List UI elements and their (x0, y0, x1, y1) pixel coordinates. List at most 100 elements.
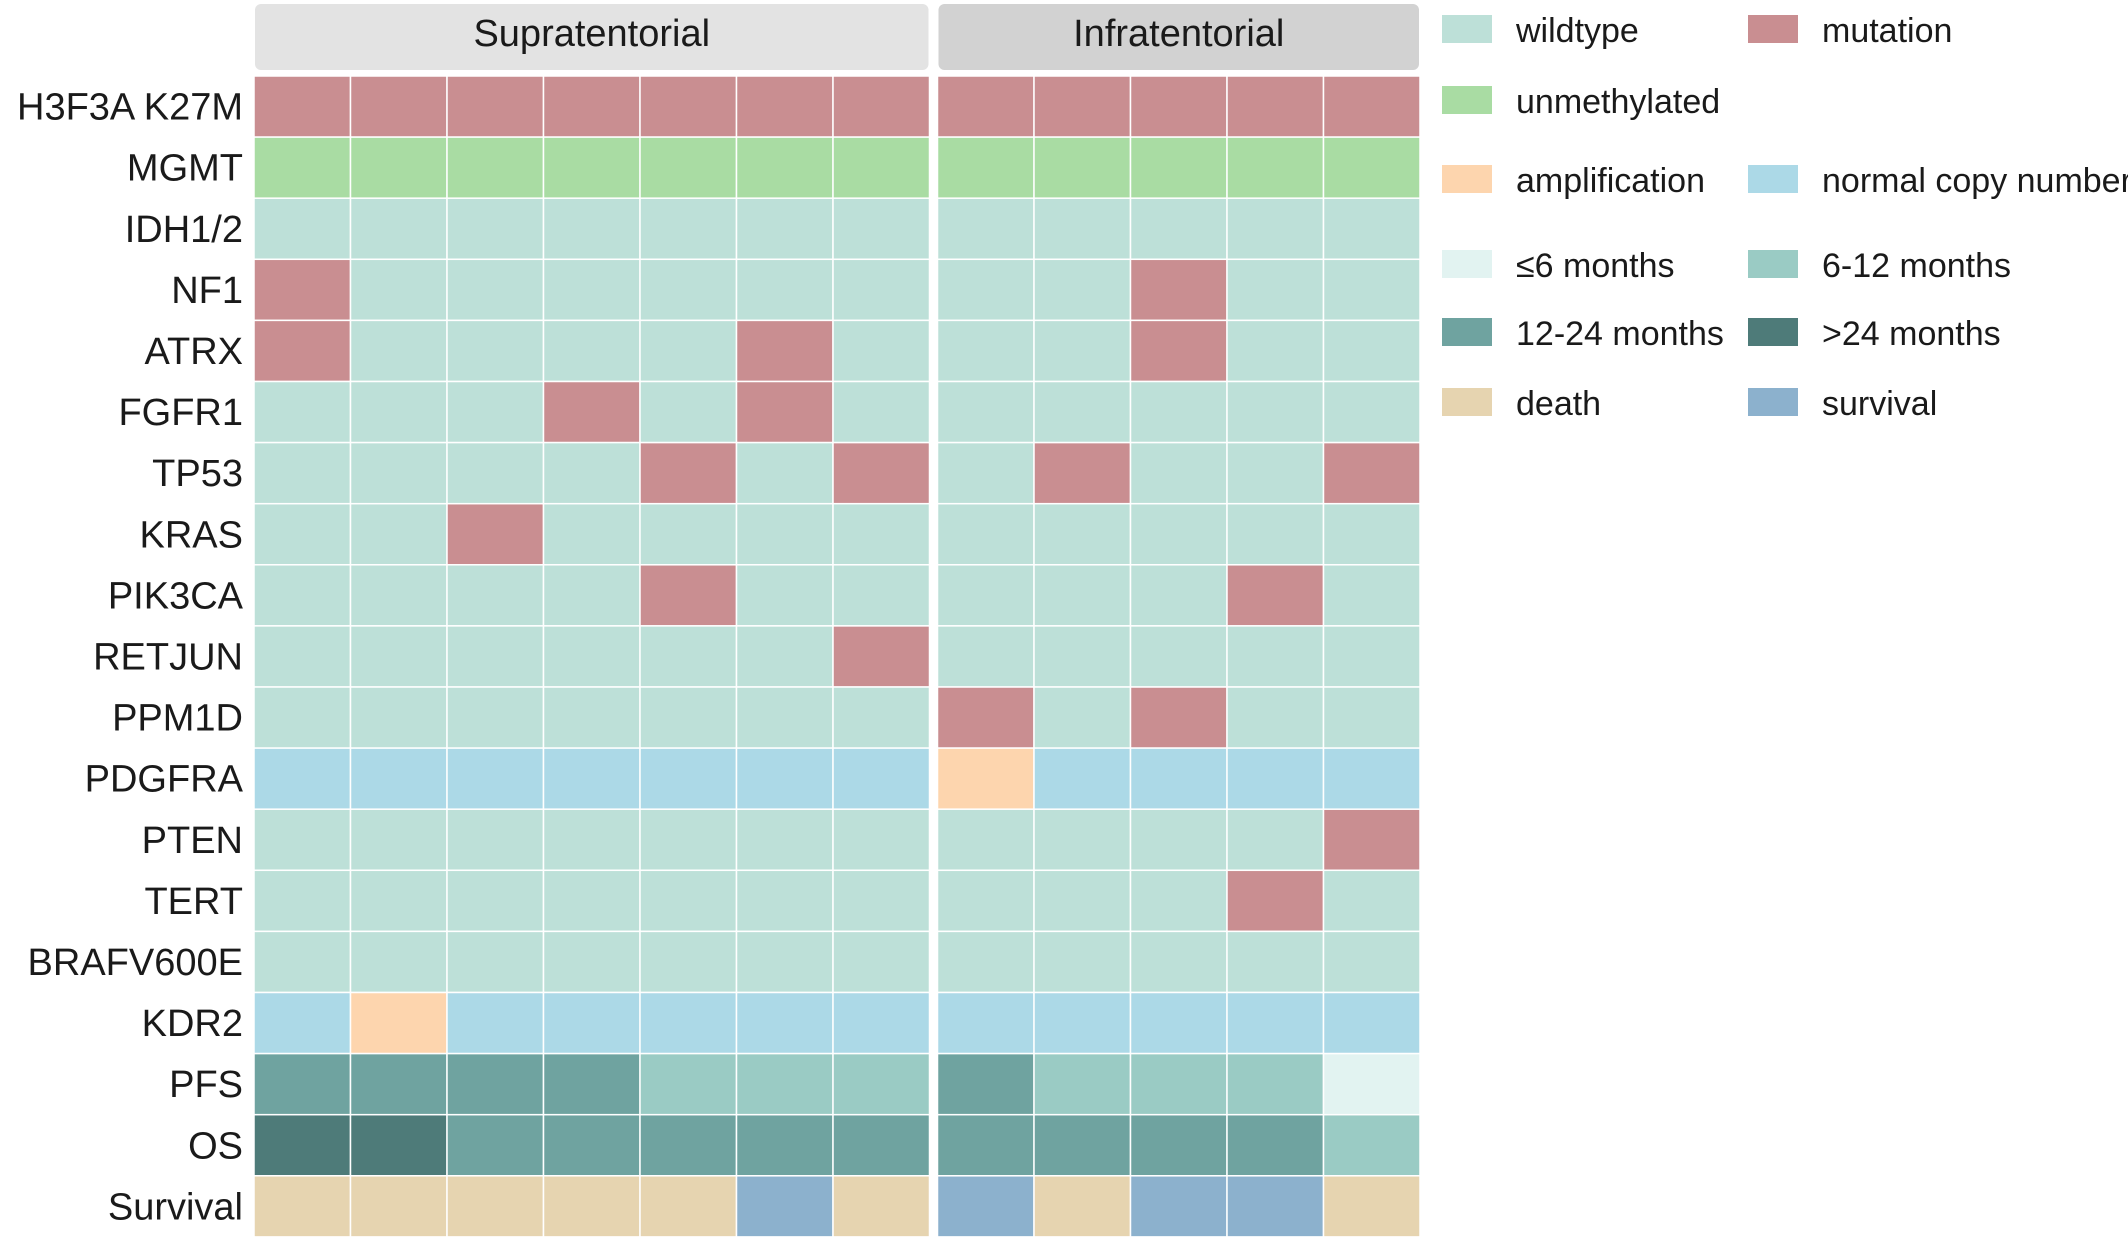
cell-os-7-12-24-months (832, 1113, 931, 1177)
row-label-tert: TERT (144, 881, 243, 923)
cell-idh1-2-12-wildtype (1322, 197, 1421, 261)
cell-kdr2-11-normal-copy-number (1226, 991, 1325, 1055)
legend-label-6-12-months: 6-12 months (1822, 247, 2011, 285)
cell-tp53-10-wildtype (1129, 441, 1228, 505)
cell-atrx-6-mutation (735, 319, 834, 383)
cell-tp53-5-mutation (639, 441, 738, 505)
cell-os-12-6-12-months (1322, 1113, 1421, 1177)
cell-kdr2-2-amplification (349, 991, 448, 1055)
cell-brafv600e-4-wildtype (542, 930, 641, 994)
cell-atrx-2-wildtype (349, 319, 448, 383)
legend-label-amplification: amplification (1516, 162, 1705, 200)
cell-kdr2-9-normal-copy-number (1033, 991, 1132, 1055)
cell-pfs-8-12-24-months (936, 1052, 1035, 1116)
legend-label-12-24-months: 12-24 months (1516, 315, 1724, 353)
cell-pdgfra-3-normal-copy-number (446, 747, 545, 810)
cell-pfs-10-6-12-months (1129, 1052, 1228, 1116)
cell-mgmt-8-unmethylated (936, 136, 1035, 199)
cell-os-10-12-24-months (1129, 1113, 1228, 1177)
legend-label-gt24-months: >24 months (1822, 315, 2001, 353)
cell-ppm1d-12-wildtype (1322, 686, 1421, 749)
cell-fgfr1-4-mutation (542, 380, 641, 444)
cell-tp53-6-wildtype (735, 441, 834, 505)
legend-label-normal-copy-number: normal copy number (1822, 162, 2128, 200)
cell-kras-9-wildtype (1033, 502, 1132, 566)
cell-pdgfra-12-normal-copy-number (1322, 747, 1421, 810)
cell-pik3ca-6-wildtype (735, 564, 834, 627)
cell-survival-2-death (349, 1175, 448, 1238)
cell-atrx-5-wildtype (639, 319, 738, 383)
cell-pfs-4-12-24-months (542, 1052, 641, 1116)
cell-retjun-8-wildtype (936, 625, 1035, 688)
cell-survival-5-death (639, 1175, 738, 1238)
cell-pfs-12-le6-months (1322, 1052, 1421, 1116)
cell-tp53-1-wildtype (253, 441, 352, 505)
cell-pten-2-wildtype (349, 808, 448, 872)
cell-h3f3a-k27m-11-mutation (1226, 75, 1325, 138)
cell-mgmt-7-unmethylated (832, 136, 931, 199)
cell-kdr2-12-normal-copy-number (1322, 991, 1421, 1055)
row-label-kdr2: KDR2 (142, 1003, 243, 1045)
cell-kdr2-4-normal-copy-number (542, 991, 641, 1055)
cell-mgmt-3-unmethylated (446, 136, 545, 199)
cell-pten-9-wildtype (1033, 808, 1132, 872)
cell-mgmt-5-unmethylated (639, 136, 738, 199)
cell-pten-11-wildtype (1226, 808, 1325, 872)
cell-pik3ca-7-wildtype (832, 564, 931, 627)
cell-ppm1d-10-mutation (1129, 686, 1228, 749)
cell-pik3ca-3-wildtype (446, 564, 545, 627)
cell-retjun-7-mutation (832, 625, 931, 688)
cell-os-2-gt24-months (349, 1113, 448, 1177)
cell-idh1-2-11-wildtype (1226, 197, 1325, 261)
cell-os-8-12-24-months (936, 1113, 1035, 1177)
cell-mgmt-1-unmethylated (253, 136, 352, 199)
cell-kras-5-wildtype (639, 502, 738, 566)
cell-ppm1d-11-wildtype (1226, 686, 1325, 749)
cell-brafv600e-11-wildtype (1226, 930, 1325, 994)
row-label-kras: KRAS (140, 514, 243, 556)
cell-pdgfra-7-normal-copy-number (832, 747, 931, 810)
cell-tp53-8-wildtype (936, 441, 1035, 505)
cell-os-9-12-24-months (1033, 1113, 1132, 1177)
cell-tert-9-wildtype (1033, 869, 1132, 933)
cell-survival-11-survival (1226, 1175, 1325, 1238)
row-label-nf1: NF1 (171, 270, 243, 312)
cell-tert-7-wildtype (832, 869, 931, 933)
cell-tp53-4-wildtype (542, 441, 641, 505)
row-label-retjun: RETJUN (93, 636, 243, 678)
cell-ppm1d-6-wildtype (735, 686, 834, 749)
cell-retjun-3-wildtype (446, 625, 545, 688)
cell-mgmt-11-unmethylated (1226, 136, 1325, 199)
legend-swatch-12-24-months (1442, 318, 1492, 346)
cell-h3f3a-k27m-10-mutation (1129, 75, 1228, 138)
cell-tert-5-wildtype (639, 869, 738, 933)
cell-kdr2-10-normal-copy-number (1129, 991, 1228, 1055)
cell-ppm1d-5-wildtype (639, 686, 738, 749)
cell-h3f3a-k27m-1-mutation (253, 75, 352, 138)
cell-nf1-3-wildtype (446, 258, 545, 322)
legend-swatch-death (1442, 388, 1492, 416)
cell-tp53-11-wildtype (1226, 441, 1325, 505)
cell-retjun-4-wildtype (542, 625, 641, 688)
cell-nf1-7-wildtype (832, 258, 931, 322)
row-label-fgfr1: FGFR1 (118, 392, 243, 434)
cell-retjun-6-wildtype (735, 625, 834, 688)
cell-pik3ca-10-wildtype (1129, 564, 1228, 627)
cell-fgfr1-1-wildtype (253, 380, 352, 444)
legend-label-wildtype: wildtype (1515, 12, 1639, 50)
group-header-box-supratentorial (255, 4, 929, 70)
group-header-infratentorial: Infratentorial (1073, 13, 1284, 55)
legend-label-mutation: mutation (1822, 12, 1952, 50)
cell-idh1-2-10-wildtype (1129, 197, 1228, 261)
cell-idh1-2-7-wildtype (832, 197, 931, 261)
cell-fgfr1-9-wildtype (1033, 380, 1132, 444)
legend-label-survival: survival (1822, 385, 1937, 423)
cell-pik3ca-1-wildtype (253, 564, 352, 627)
cell-kras-12-wildtype (1322, 502, 1421, 566)
cell-survival-4-death (542, 1175, 641, 1238)
row-label-os: OS (188, 1125, 243, 1167)
cell-kdr2-3-normal-copy-number (446, 991, 545, 1055)
cell-atrx-11-wildtype (1226, 319, 1325, 383)
cell-fgfr1-10-wildtype (1129, 380, 1228, 444)
cell-pten-7-wildtype (832, 808, 931, 872)
